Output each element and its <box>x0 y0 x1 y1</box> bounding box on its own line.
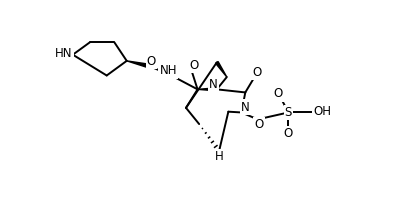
Text: S: S <box>284 106 292 119</box>
Text: OH: OH <box>312 105 330 118</box>
Text: O: O <box>254 118 263 131</box>
Text: N: N <box>240 100 249 114</box>
Text: NH: NH <box>159 64 176 77</box>
Text: O: O <box>273 88 282 100</box>
Text: O: O <box>188 59 198 72</box>
Text: O: O <box>146 55 156 68</box>
Text: H: H <box>214 150 223 163</box>
Polygon shape <box>197 88 216 91</box>
Text: O: O <box>283 127 292 140</box>
Text: HN: HN <box>55 47 72 60</box>
Polygon shape <box>215 61 226 77</box>
Text: N: N <box>209 78 218 91</box>
Text: O: O <box>251 66 261 79</box>
Polygon shape <box>126 61 150 68</box>
